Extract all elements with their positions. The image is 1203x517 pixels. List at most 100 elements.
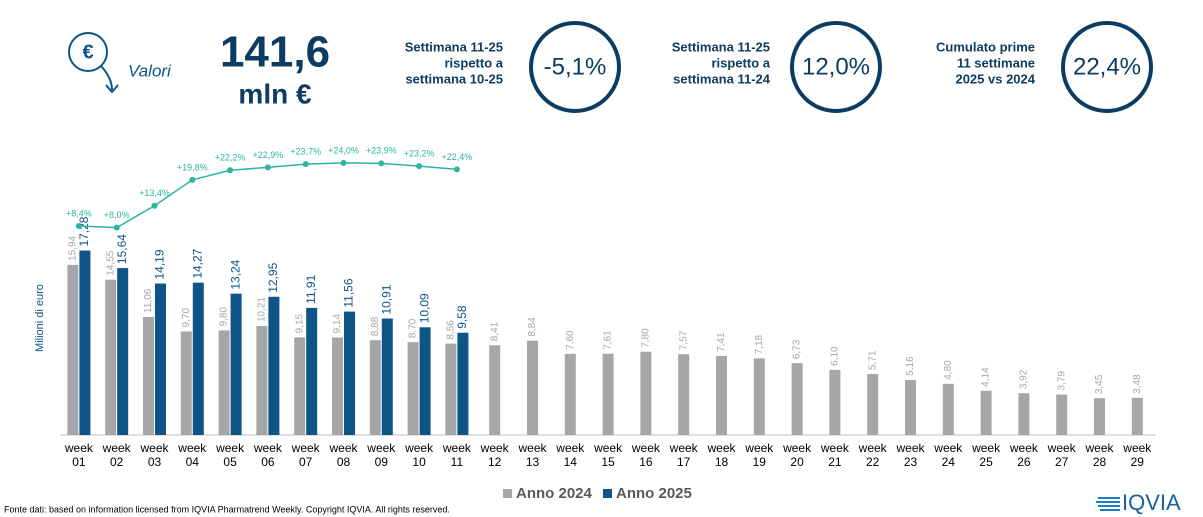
x-tick-label: week 13 xyxy=(518,441,547,469)
data-label: 13,24 xyxy=(228,259,242,289)
data-label: 5,16 xyxy=(905,356,916,376)
bar xyxy=(230,293,242,435)
kpi-label: settimana 10-25 xyxy=(405,71,503,86)
icon: € xyxy=(68,32,119,94)
bar xyxy=(457,332,469,435)
x-tick-label: week 02 xyxy=(102,441,131,469)
bar xyxy=(980,390,992,435)
bar xyxy=(489,345,501,435)
bar xyxy=(445,343,457,435)
line-label: +22,4% xyxy=(442,152,473,162)
bar xyxy=(1056,394,1068,435)
data-label: 7,18 xyxy=(754,334,765,354)
kpi-label: rispetto a xyxy=(711,55,770,70)
data-label: 11,56 xyxy=(342,278,356,307)
bar xyxy=(419,327,431,435)
bar xyxy=(218,330,230,435)
bar xyxy=(942,383,954,435)
data-label: 8,84 xyxy=(527,317,538,337)
bar xyxy=(678,354,690,435)
line-label: +22,2% xyxy=(215,153,246,163)
data-label: 14,27 xyxy=(190,248,204,278)
data-label: 3,79 xyxy=(1056,371,1067,391)
x-tick-label: week 09 xyxy=(367,441,396,469)
x-tick-label: week 03 xyxy=(140,441,169,469)
data-label: 10,21 xyxy=(257,297,268,322)
bar xyxy=(79,250,91,435)
bar xyxy=(1094,398,1105,435)
x-tick-label: week 26 xyxy=(1009,441,1038,469)
data-label: 7,57 xyxy=(678,330,689,350)
bar xyxy=(716,355,727,435)
data-label: 7,41 xyxy=(716,332,727,352)
data-label: 11,06 xyxy=(143,288,154,313)
bar xyxy=(180,331,192,435)
kpi-label: settimana 11-24 xyxy=(673,71,771,86)
line-point xyxy=(416,163,423,170)
unit: mln € xyxy=(238,78,312,109)
bar xyxy=(344,311,355,435)
x-tick-label: week 04 xyxy=(178,441,207,469)
kpi-label: rispetto a xyxy=(444,55,503,70)
data-label: 14,19 xyxy=(153,249,167,279)
data-label: 6,73 xyxy=(792,339,803,359)
data-label: 3,92 xyxy=(1019,369,1030,389)
data-label: 14,55 xyxy=(105,250,116,275)
data-label: 7,80 xyxy=(641,328,652,348)
bar xyxy=(381,318,393,435)
kpi-label: 2025 vs 2024 xyxy=(955,71,1035,86)
data-label: 9,80 xyxy=(219,306,230,326)
data-label: 3,48 xyxy=(1132,374,1143,394)
x-tick-label: week 10 xyxy=(405,441,434,469)
line-point xyxy=(113,224,120,231)
x-tick-label: week 05 xyxy=(216,441,245,469)
bar xyxy=(602,353,614,435)
bar xyxy=(155,283,166,435)
svg-text:€: € xyxy=(82,41,93,63)
bar xyxy=(294,337,306,435)
bar xyxy=(268,296,280,435)
data-label: 6,10 xyxy=(830,346,841,366)
data-label: 8,41 xyxy=(489,321,500,341)
bar xyxy=(117,268,129,435)
line-point xyxy=(302,161,309,168)
bar xyxy=(829,369,841,435)
kpi-circle xyxy=(529,21,621,113)
bar xyxy=(105,279,117,435)
bar xyxy=(527,340,538,435)
data-label: 5,71 xyxy=(867,350,878,370)
line-point xyxy=(264,164,271,171)
x-tick-label: week 08 xyxy=(329,441,358,469)
bar xyxy=(1131,397,1143,435)
bar xyxy=(306,307,318,435)
x-tick-label: week 01 xyxy=(64,441,93,469)
bar xyxy=(1018,393,1030,435)
data-label: 11,91 xyxy=(304,274,318,303)
x-tick-label: week 20 xyxy=(783,441,812,469)
line-label: +23,9% xyxy=(366,146,397,156)
bar xyxy=(67,264,79,435)
legend-label: Anno 2024 xyxy=(516,485,593,502)
data-label: 10,91 xyxy=(379,284,393,314)
x-tick-label: week 07 xyxy=(291,441,320,469)
data-label: 9,14 xyxy=(332,314,343,334)
kpi-label: Settimana 11-25 xyxy=(405,39,503,54)
bar xyxy=(867,374,879,435)
data-label: 9,15 xyxy=(294,313,305,333)
data-label: 10,09 xyxy=(417,293,431,323)
line-label: +23,7% xyxy=(290,147,321,157)
data-label: 9,70 xyxy=(181,308,192,328)
legend-swatch xyxy=(603,489,612,498)
data-label: 9,58 xyxy=(455,305,469,329)
line-point xyxy=(378,160,385,167)
x-tick-label: week 22 xyxy=(858,441,887,469)
x-tick-label: week 14 xyxy=(556,441,585,469)
line-label: +22,9% xyxy=(253,150,284,160)
source: Fonte dati: based on information license… xyxy=(4,504,450,514)
bar xyxy=(332,337,343,435)
line-label: +19,8% xyxy=(177,162,208,172)
line xyxy=(78,162,457,229)
bar xyxy=(143,316,154,435)
line-point xyxy=(340,159,347,166)
